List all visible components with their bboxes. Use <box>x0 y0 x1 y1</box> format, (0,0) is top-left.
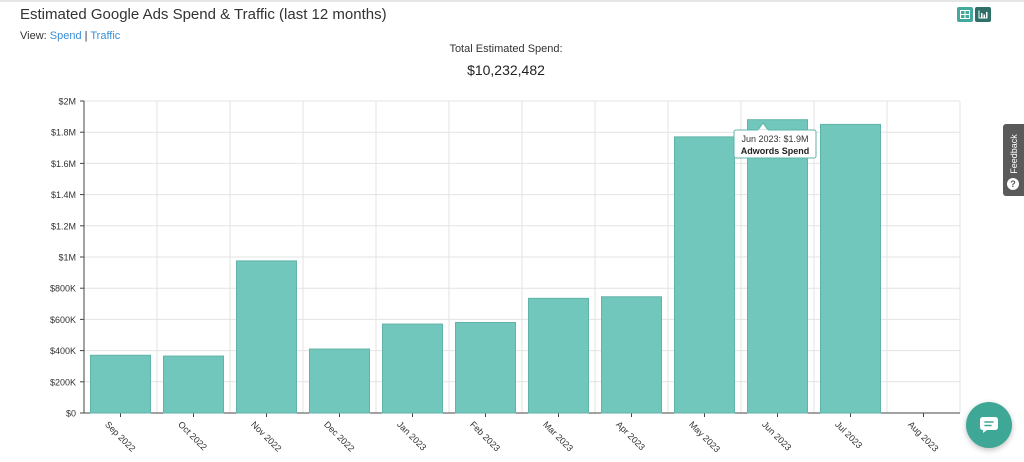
y-tick-label: $400K <box>50 346 76 356</box>
y-tick-label: $2M <box>58 97 76 107</box>
chart-title: Estimated Google Ads Spend & Traffic (la… <box>20 6 387 23</box>
x-tick-label: Aug 2023 <box>906 419 940 453</box>
y-tick-label: $1.8M <box>51 128 76 138</box>
bar[interactable] <box>236 260 297 414</box>
x-tick-label: Feb 2023 <box>468 419 502 453</box>
x-tick-label: Jul 2023 <box>833 419 864 450</box>
x-tick-label: Apr 2023 <box>614 419 647 452</box>
y-tick-label: $1.6M <box>51 159 76 169</box>
chat-button[interactable] <box>966 402 1012 448</box>
view-separator: | <box>84 30 88 42</box>
axes <box>80 100 960 417</box>
y-tick-label: $0 <box>66 409 76 419</box>
bar[interactable] <box>163 355 224 414</box>
view-mode-buttons <box>957 7 991 22</box>
bar[interactable] <box>747 119 808 414</box>
x-tick-label: Jan 2023 <box>395 419 428 452</box>
bar[interactable] <box>90 354 151 414</box>
help-icon: ? <box>1007 178 1019 190</box>
tooltip-value: Jun 2023: $1.9M <box>741 134 808 144</box>
total-spend-value: $10,232,482 <box>467 62 545 78</box>
x-tick-label: Dec 2022 <box>322 419 356 453</box>
view-traffic-link[interactable]: Traffic <box>90 30 121 42</box>
y-tick-label: $1.2M <box>51 221 76 231</box>
x-tick-label: Mar 2023 <box>541 419 575 453</box>
table-view-icon[interactable] <box>957 7 973 22</box>
bar[interactable] <box>601 296 662 414</box>
view-prefix: View: <box>20 30 47 42</box>
y-tick-label: $200K <box>50 377 76 387</box>
total-spend-label: Total Estimated Spend: <box>449 43 563 55</box>
bar[interactable] <box>309 348 370 414</box>
tooltip-series: Adwords Spend <box>741 146 810 156</box>
top-border <box>0 0 1024 2</box>
bar[interactable] <box>674 136 735 414</box>
bar[interactable] <box>382 323 443 414</box>
bar[interactable] <box>528 297 589 414</box>
x-tick-label: Sep 2022 <box>103 419 137 453</box>
view-toggle: View: Spend | Traffic <box>20 30 120 42</box>
bars <box>90 119 881 414</box>
chat-icon <box>980 417 998 433</box>
feedback-label: Feedback <box>1009 134 1019 174</box>
y-tick-label: $800K <box>50 284 76 294</box>
y-tick-label: $1M <box>58 253 76 263</box>
view-spend-link[interactable]: Spend <box>49 30 82 42</box>
tooltip: Jun 2023: $1.9M Adwords Spend <box>733 122 817 159</box>
x-tick-label: Jun 2023 <box>760 419 793 452</box>
chart-view-icon[interactable] <box>975 7 991 22</box>
y-tick-label: $1.4M <box>51 190 76 200</box>
x-tick-label: May 2023 <box>687 419 722 454</box>
x-tick-label: Oct 2022 <box>176 419 209 452</box>
y-tick-label: $600K <box>50 315 76 325</box>
x-tick-label: Nov 2022 <box>249 419 283 453</box>
feedback-tab[interactable]: Feedback ? <box>1003 124 1024 196</box>
bar[interactable] <box>820 123 881 414</box>
bar[interactable] <box>455 322 516 414</box>
